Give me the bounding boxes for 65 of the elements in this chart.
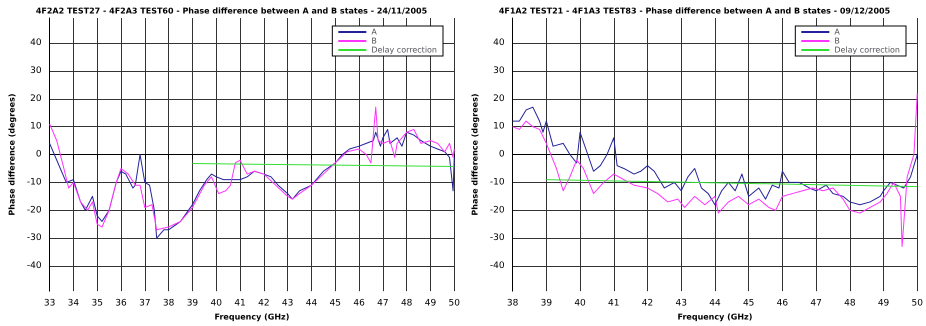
chart-title: 4F1A2 TEST21 - 4F1A3 TEST83 - Phase difference between A and B states - 09/12/2005 xyxy=(498,6,891,16)
x-tick-label: 43 xyxy=(282,298,294,309)
y-tick-label: -10 xyxy=(26,177,42,188)
legend-label: A xyxy=(371,28,378,36)
x-tick-label: 44 xyxy=(709,298,721,309)
x-tick-label: 38 xyxy=(506,298,519,309)
y-axis-title: Phase difference (degrees) xyxy=(470,94,480,216)
x-tick-label: 45 xyxy=(330,298,341,309)
x-tick-label: 41 xyxy=(608,298,620,309)
chart-title: 4F2A2 TEST27 - 4F2A3 TEST60 - Phase difference between A and B states - 24/11/2005 xyxy=(36,6,428,16)
y-tick-label: -30 xyxy=(490,233,505,244)
x-tick-label: 50 xyxy=(448,298,460,309)
y-tick-label: -20 xyxy=(26,205,42,216)
y-tick-label: 30 xyxy=(493,66,505,76)
x-tick-label: 45 xyxy=(742,298,754,309)
y-tick-label: 20 xyxy=(30,94,42,104)
x-tick-label: 40 xyxy=(574,298,586,309)
x-axis-title: Frequency (GHz) xyxy=(214,312,290,322)
y-tick-label: -40 xyxy=(490,261,505,272)
legend-label: B xyxy=(371,36,377,46)
x-axis-title: Frequency (GHz) xyxy=(678,312,752,322)
x-tick-label: 44 xyxy=(306,298,318,309)
line-series xyxy=(512,106,918,206)
y-tick-label: 10 xyxy=(493,122,505,132)
line-series xyxy=(49,106,455,230)
y-tick-label: -20 xyxy=(490,205,505,216)
x-tick-label: 34 xyxy=(68,298,80,309)
y-tick-label: 0 xyxy=(498,150,505,160)
x-tick-label: 39 xyxy=(186,298,198,309)
x-tick-label: 38 xyxy=(162,298,175,309)
y-axis-title: Phase difference (degrees) xyxy=(8,94,16,216)
x-tick-label: 49 xyxy=(424,298,436,309)
x-tick-label: 42 xyxy=(258,298,270,309)
x-tick-label: 48 xyxy=(400,298,413,309)
x-tick-label: 36 xyxy=(115,298,128,309)
x-tick-label: 41 xyxy=(234,298,246,309)
x-tick-label: 47 xyxy=(810,298,822,309)
y-tick-label: -10 xyxy=(490,177,505,188)
x-tick-label: 39 xyxy=(540,298,552,309)
x-tick-label: 40 xyxy=(210,298,222,309)
y-tick-label: -30 xyxy=(26,233,42,244)
x-tick-label: 46 xyxy=(776,298,788,309)
x-tick-label: 33 xyxy=(44,298,56,309)
y-tick-label: 0 xyxy=(36,150,42,160)
legend-label: B xyxy=(834,36,840,46)
y-tick-label: 40 xyxy=(30,38,42,48)
legend-label: A xyxy=(834,28,840,36)
legend-label: Delay correction xyxy=(834,46,900,54)
x-tick-label: 50 xyxy=(912,298,924,309)
legend-label: Delay correction xyxy=(371,46,438,54)
x-tick-label: 49 xyxy=(878,298,890,309)
x-tick-label: 47 xyxy=(377,298,389,309)
x-tick-label: 37 xyxy=(139,298,151,309)
y-tick-label: 40 xyxy=(493,38,505,48)
line-series xyxy=(512,92,918,248)
x-tick-label: 48 xyxy=(844,298,856,309)
x-tick-label: 42 xyxy=(642,298,654,309)
y-tick-label: 10 xyxy=(30,122,42,132)
x-tick-label: 46 xyxy=(353,298,366,309)
x-tick-label: 35 xyxy=(91,298,103,309)
y-tick-label: 20 xyxy=(493,94,505,104)
y-tick-label: 30 xyxy=(30,66,42,76)
y-tick-label: -40 xyxy=(26,261,42,272)
x-tick-label: 43 xyxy=(675,298,687,309)
line-series xyxy=(49,128,455,239)
